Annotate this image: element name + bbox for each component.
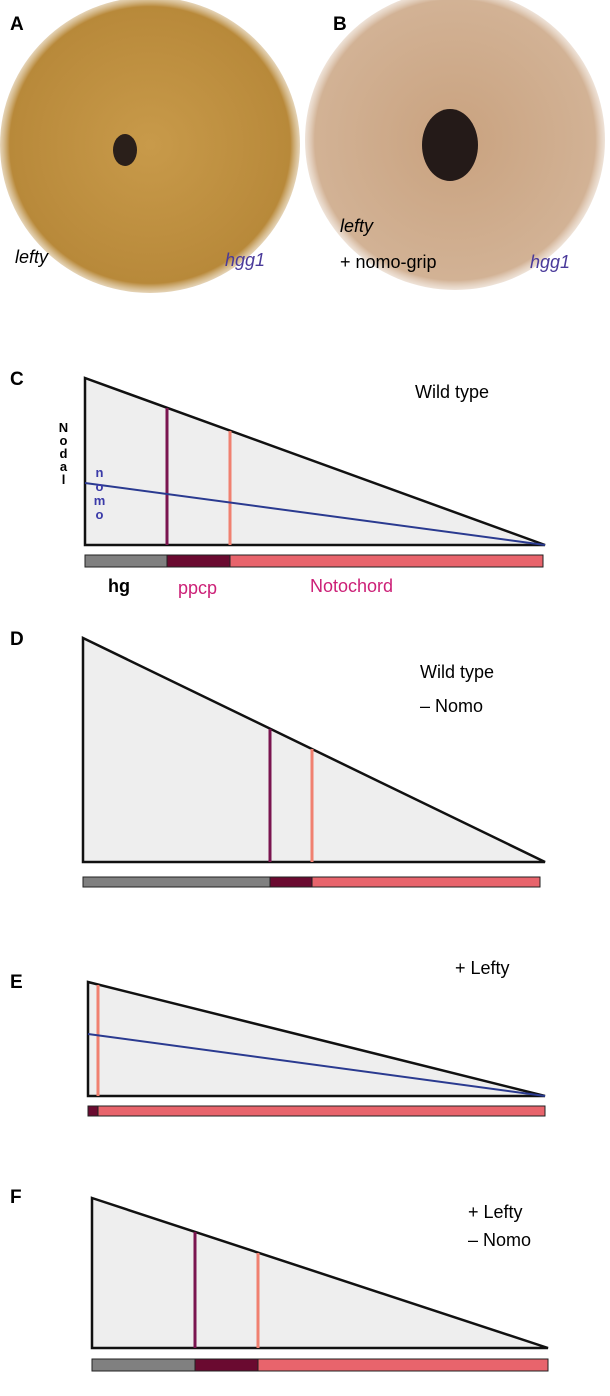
condition: – Nomo xyxy=(468,1230,531,1250)
gene-label: lefty xyxy=(15,247,49,267)
fate-bar xyxy=(82,876,541,888)
bar-label: ppcp xyxy=(178,578,217,598)
photo-b xyxy=(305,0,605,290)
photo-a xyxy=(0,0,300,293)
y-label: Nodal xyxy=(56,420,71,485)
panel-label: F xyxy=(10,1187,22,1208)
gradient-triangle xyxy=(83,376,546,547)
gradient-triangle xyxy=(81,636,546,864)
condition: + Lefty xyxy=(468,1202,523,1222)
gradient-triangle xyxy=(86,980,546,1098)
condition: Wild type xyxy=(415,382,489,402)
panel-label: C xyxy=(10,369,24,390)
gene-label: hgg1 xyxy=(225,250,265,270)
condition: Wild type xyxy=(420,662,494,682)
panel-label: D xyxy=(10,629,24,650)
panel-label: E xyxy=(10,972,23,993)
fate-bar xyxy=(84,554,544,568)
condition: + Lefty xyxy=(455,958,510,978)
fate-bar xyxy=(91,1358,549,1372)
bar-label: Notochord xyxy=(310,576,393,596)
gene-label: lefty xyxy=(340,216,374,236)
fate-bar xyxy=(87,1105,546,1117)
treatment-label: + nomo-grip xyxy=(340,252,437,272)
nomo-line xyxy=(87,1033,546,1097)
panel-label: B xyxy=(333,14,347,35)
panel-label: A xyxy=(10,14,24,35)
line-label: nomo xyxy=(92,465,107,521)
bar-label: hg xyxy=(108,576,130,596)
gradient-triangle xyxy=(90,1196,549,1350)
nomo-line xyxy=(84,482,546,546)
gene-label: hgg1 xyxy=(530,252,570,272)
condition: – Nomo xyxy=(420,696,483,716)
